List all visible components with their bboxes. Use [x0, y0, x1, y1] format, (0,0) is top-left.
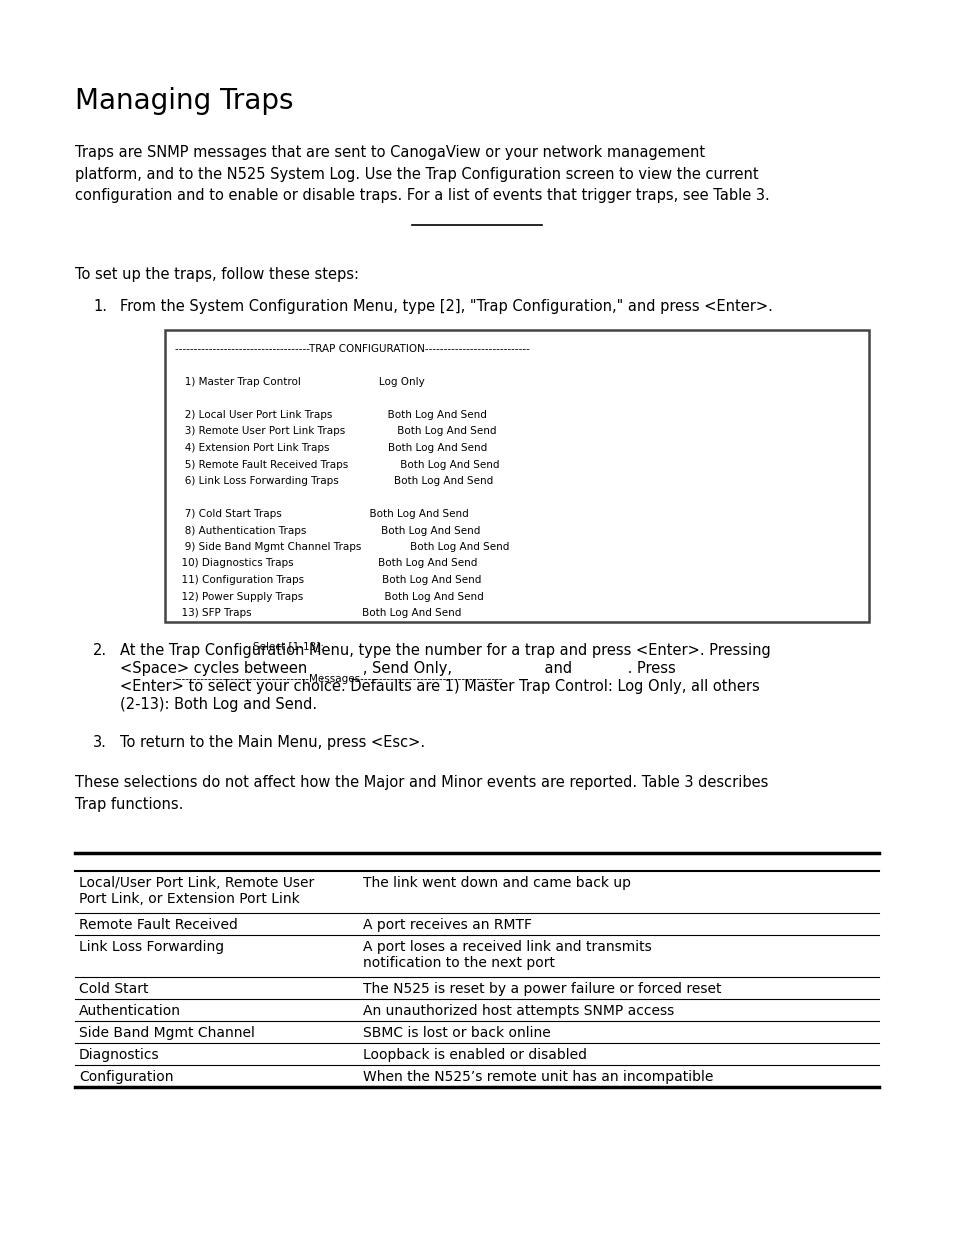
Text: 2) Local User Port Link Traps                 Both Log And Send: 2) Local User Port Link Traps Both Log A… [174, 410, 486, 420]
Text: 9) Side Band Mgmt Channel Traps               Both Log And Send: 9) Side Band Mgmt Channel Traps Both Log… [174, 542, 509, 552]
Text: 2.: 2. [92, 643, 107, 658]
Text: An unauthorized host attempts SNMP access: An unauthorized host attempts SNMP acces… [363, 1004, 674, 1018]
Text: Side Band Mgmt Channel: Side Band Mgmt Channel [79, 1026, 254, 1040]
Text: A port loses a received link and transmits: A port loses a received link and transmi… [363, 940, 651, 953]
Text: 12) Power Supply Traps                         Both Log And Send: 12) Power Supply Traps Both Log And Send [174, 592, 483, 601]
Text: When the N525’s remote unit has an incompatible: When the N525’s remote unit has an incom… [363, 1070, 713, 1084]
Text: Traps are SNMP messages that are sent to CanogaView or your network management
p: Traps are SNMP messages that are sent to… [75, 144, 769, 204]
Bar [165, 330, 868, 622]
Text: From the System Configuration Menu, type [2], "Trap Configuration," and press <E: From the System Configuration Menu, type… [120, 299, 772, 314]
Text: Local/User Port Link, Remote User: Local/User Port Link, Remote User [79, 876, 314, 890]
Text: Select [1-13]:: Select [1-13]: [174, 641, 324, 651]
Text: 10) Diagnostics Traps                          Both Log And Send: 10) Diagnostics Traps Both Log And Send [174, 558, 476, 568]
Text: To set up the traps, follow these steps:: To set up the traps, follow these steps: [75, 267, 358, 282]
Text: notification to the next port: notification to the next port [363, 956, 555, 969]
Text: <Enter> to select your choice. Defaults are 1) Master Trap Control: Log Only, al: <Enter> to select your choice. Defaults … [120, 679, 759, 694]
Text: The link went down and came back up: The link went down and came back up [363, 876, 630, 890]
Text: 1) Master Trap Control                        Log Only: 1) Master Trap Control Log Only [174, 377, 424, 387]
Text: Link Loss Forwarding: Link Loss Forwarding [79, 940, 224, 953]
Text: Authentication: Authentication [79, 1004, 181, 1018]
Text: Remote Fault Received: Remote Fault Received [79, 918, 237, 932]
Text: 5) Remote Fault Received Traps                Both Log And Send: 5) Remote Fault Received Traps Both Log … [174, 459, 499, 469]
Text: Port Link, or Extension Port Link: Port Link, or Extension Port Link [79, 892, 299, 906]
Text: ------------------------------------Messages------------------------------------: ------------------------------------Mess… [174, 674, 503, 684]
Text: ------------------------------------TRAP CONFIGURATION--------------------------: ------------------------------------TRAP… [174, 345, 529, 354]
Text: 1.: 1. [92, 299, 107, 314]
Text: <Space> cycles between            , Send Only,                    and           : <Space> cycles between , Send Only, and [120, 661, 675, 676]
Text: 7) Cold Start Traps                           Both Log And Send: 7) Cold Start Traps Both Log And Send [174, 509, 468, 519]
Text: Configuration: Configuration [79, 1070, 173, 1084]
Text: These selections do not affect how the Major and Minor events are reported. Tabl: These selections do not affect how the M… [75, 776, 767, 811]
Text: 6) Link Loss Forwarding Traps                 Both Log And Send: 6) Link Loss Forwarding Traps Both Log A… [174, 475, 493, 487]
Text: A port receives an RMTF: A port receives an RMTF [363, 918, 532, 932]
Text: Diagnostics: Diagnostics [79, 1049, 159, 1062]
Text: 3) Remote User Port Link Traps                Both Log And Send: 3) Remote User Port Link Traps Both Log … [174, 426, 496, 436]
Text: Cold Start: Cold Start [79, 982, 149, 995]
Text: 13) SFP Traps                                  Both Log And Send: 13) SFP Traps Both Log And Send [174, 608, 461, 618]
Text: SBMC is lost or back online: SBMC is lost or back online [363, 1026, 550, 1040]
Text: Managing Traps: Managing Traps [75, 86, 294, 115]
Text: The N525 is reset by a power failure or forced reset: The N525 is reset by a power failure or … [363, 982, 720, 995]
Text: To return to the Main Menu, press <Esc>.: To return to the Main Menu, press <Esc>. [120, 735, 425, 750]
Text: 11) Configuration Traps                        Both Log And Send: 11) Configuration Traps Both Log And Sen… [174, 576, 481, 585]
Text: 4) Extension Port Link Traps                  Both Log And Send: 4) Extension Port Link Traps Both Log An… [174, 443, 487, 453]
Text: 8) Authentication Traps                       Both Log And Send: 8) Authentication Traps Both Log And Sen… [174, 526, 480, 536]
Text: Loopback is enabled or disabled: Loopback is enabled or disabled [363, 1049, 586, 1062]
Text: 3.: 3. [92, 735, 107, 750]
Text: (2-13): Both Log and Send.: (2-13): Both Log and Send. [120, 697, 316, 713]
Text: At the Trap Configuration Menu, type the number for a trap and press <Enter>. Pr: At the Trap Configuration Menu, type the… [120, 643, 770, 658]
